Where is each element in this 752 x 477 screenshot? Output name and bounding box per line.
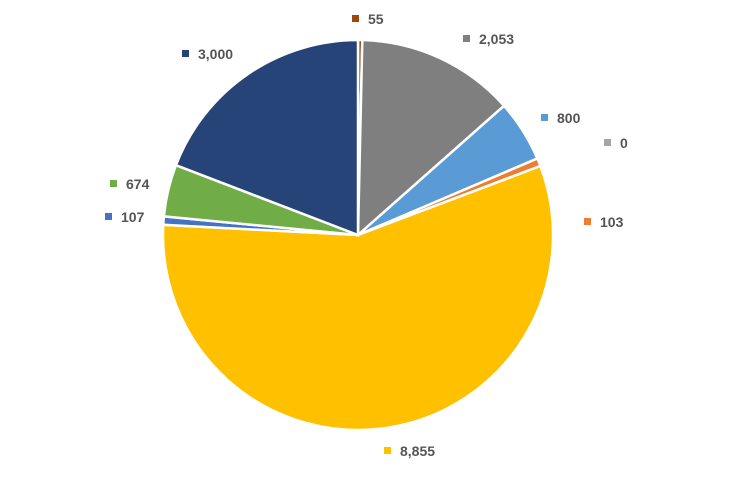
data-label-key xyxy=(541,114,548,121)
data-label: 674 xyxy=(126,176,150,192)
data-label-key xyxy=(352,15,359,22)
data-label-key xyxy=(604,139,611,146)
data-label-key xyxy=(463,35,470,42)
data-label-key xyxy=(110,180,117,187)
data-label-key xyxy=(182,50,189,57)
data-label: 55 xyxy=(368,11,384,27)
data-label: 2,053 xyxy=(479,31,514,47)
data-label-key xyxy=(384,447,391,454)
pie-slice xyxy=(161,164,555,432)
data-label: 0 xyxy=(620,135,628,151)
data-label: 103 xyxy=(600,214,624,230)
pie-slice xyxy=(356,38,506,238)
data-label: 8,855 xyxy=(400,443,435,459)
pie-slices xyxy=(161,38,555,432)
data-labels: 55 2,053 800 0 103 8,855 107 674 3,000 xyxy=(105,11,628,459)
pie-slice xyxy=(174,38,360,237)
data-label-key xyxy=(105,213,112,220)
data-label: 3,000 xyxy=(198,46,233,62)
data-label: 800 xyxy=(557,110,581,126)
data-label-key xyxy=(584,218,591,225)
data-label: 107 xyxy=(121,209,145,225)
